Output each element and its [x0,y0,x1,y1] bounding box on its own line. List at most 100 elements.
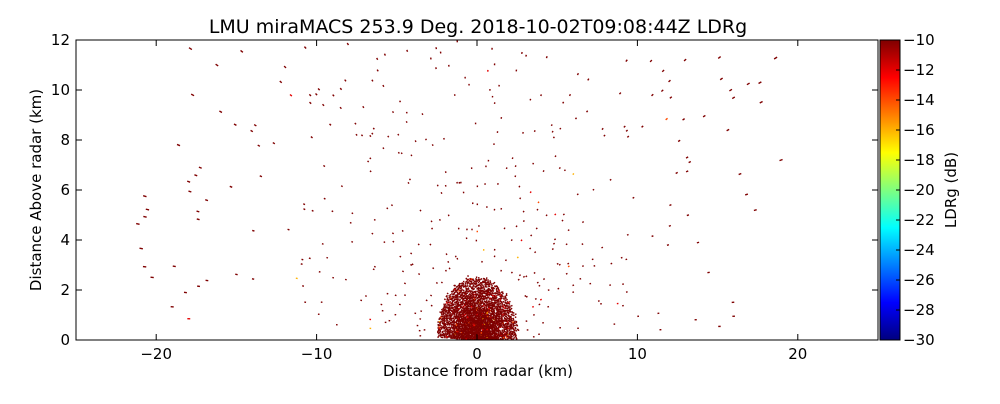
ldr-cell [436,184,439,187]
ldr-cell [473,310,476,313]
ldr-cell [641,125,644,128]
ldr-cell [457,320,460,323]
ldr-cell [581,265,584,268]
ldr-cell [360,299,363,302]
ldr-cell [320,301,323,303]
ldr-cell [438,321,441,324]
ldr-cell [386,207,389,210]
ldr-cell [373,265,376,268]
ldr-cell [478,333,481,336]
ldr-cell [468,293,471,296]
ldr-cell [476,325,479,327]
ldr-cell [480,331,483,335]
ldr-cell [476,287,478,290]
ldr-cell [513,337,516,339]
ldr-cell [503,313,506,316]
ldr-cell [188,47,193,51]
ldr-cell [493,318,497,322]
ldr-cell [696,241,700,244]
ldr-cell [445,301,448,304]
y-tick-label: 4 [60,231,70,249]
ldr-cell [491,47,493,50]
ldr-cell [456,297,459,300]
ldr-cell [479,319,482,322]
ldr-cell [530,234,533,237]
ldr-cell [545,56,548,59]
ldr-cell [470,287,473,290]
ldr-cell [481,292,484,294]
ldr-cell [495,323,498,326]
ldr-cell [506,305,509,308]
ldr-cell [456,307,459,311]
ldr-cell [453,308,456,311]
ldr-cell [456,294,459,298]
ldr-cell [451,295,454,298]
ldr-cell [482,298,485,301]
ldr-cell [490,318,493,321]
ldr-cell [501,302,504,305]
ldr-cell [457,333,459,336]
ldr-cell [481,260,483,263]
ldr-cell [509,336,512,339]
ldr-cell [500,207,503,210]
ldr-cell [145,208,150,211]
ldr-cell [482,277,485,280]
ldr-cell [476,300,478,303]
ldr-cell [732,315,735,318]
ldr-cell [576,193,579,196]
ldr-cell [482,303,485,306]
ldr-cell [502,336,505,339]
ldr-cell [509,331,512,334]
ldr-cell [498,315,501,318]
ldr-cell [462,332,465,334]
ldr-cell [498,323,501,325]
ldr-cell [565,243,568,246]
ldr-cell [478,312,481,315]
ldr-cell [625,129,629,132]
ldr-cell [510,239,513,242]
ldr-cell [440,325,443,327]
ldr-cell [505,326,507,329]
ldr-cell [458,299,461,302]
ldr-cell [449,309,452,312]
ldr-cell [183,291,187,294]
ldr-cell [498,325,501,328]
ldr-cell [482,326,485,329]
x-tick-label: −20 [140,345,172,363]
ldr-cell [466,285,469,287]
ldr-cell [490,307,493,310]
ldr-cell [470,312,473,315]
ldr-cell [486,338,489,340]
ldr-cell [484,333,487,336]
ldr-cell [435,281,438,285]
ldr-cell [443,330,446,332]
ldr-cell [552,136,555,139]
ldr-cell [445,295,448,298]
ldr-cell [503,327,506,330]
ldr-cell [484,330,487,333]
colorbar-tick-label: −30 [903,331,935,349]
ldr-cell [585,110,589,113]
ldr-cell [205,279,209,282]
ldr-cell [480,285,482,288]
x-tick-label: 20 [788,345,807,363]
ldr-cell [488,293,491,296]
ldr-cell [474,290,476,293]
ldr-cell [521,51,523,55]
ldr-cell [464,284,467,287]
ldr-cell [317,88,321,91]
ldr-cell [532,162,535,165]
ldr-cell [500,313,503,316]
ldr-cell [514,313,517,316]
ldr-cell [469,291,472,294]
ldr-cell [332,94,335,97]
ldr-cell [322,103,325,107]
ldr-cell [486,296,489,299]
ldr-cell [471,228,473,231]
ldr-cell [458,316,461,319]
ldr-cell [383,241,386,244]
ldr-cell [410,154,413,157]
ldr-cell [515,225,518,228]
ldr-cell [142,265,147,268]
ldr-cell [457,289,460,293]
